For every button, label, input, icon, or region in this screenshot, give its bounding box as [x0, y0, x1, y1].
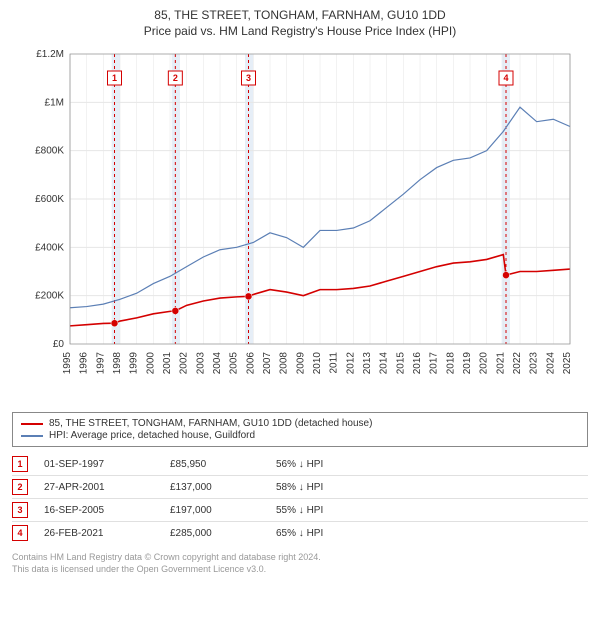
table-row: 4 26-FEB-2021 £285,000 65% ↓ HPI — [12, 522, 588, 544]
svg-text:2018: 2018 — [445, 352, 456, 375]
svg-text:2: 2 — [173, 73, 178, 83]
event-table: 1 01-SEP-1997 £85,950 56% ↓ HPI 2 27-APR… — [12, 453, 588, 544]
svg-text:£400K: £400K — [35, 242, 64, 253]
svg-text:2009: 2009 — [295, 352, 306, 375]
svg-text:2011: 2011 — [329, 352, 340, 374]
svg-text:2007: 2007 — [262, 352, 273, 375]
svg-text:1999: 1999 — [129, 352, 140, 375]
svg-text:2008: 2008 — [279, 352, 290, 375]
event-pct: 58% ↓ HPI — [276, 482, 366, 493]
svg-text:2005: 2005 — [229, 352, 240, 375]
chart-svg: £0 £200K £400K £600K £800K £1M £1.2M 1995 1996 19… — [20, 44, 580, 404]
event-price: £285,000 — [170, 528, 260, 539]
svg-text:3: 3 — [246, 73, 251, 83]
svg-text:2017: 2017 — [429, 352, 440, 375]
svg-text:4: 4 — [503, 73, 508, 83]
svg-text:2012: 2012 — [345, 352, 356, 375]
svg-text:2013: 2013 — [362, 352, 373, 375]
event-date: 01-SEP-1997 — [44, 459, 154, 470]
legend-item-hpi: HPI: Average price, detached house, Guil… — [21, 430, 579, 441]
chart-title-line1: 85, THE STREET, TONGHAM, FARNHAM, GU10 1… — [8, 8, 592, 22]
svg-text:1997: 1997 — [95, 352, 106, 375]
svg-text:2014: 2014 — [379, 352, 390, 375]
svg-text:2003: 2003 — [195, 352, 206, 375]
svg-text:2024: 2024 — [545, 352, 556, 375]
svg-text:2021: 2021 — [495, 352, 506, 375]
svg-text:2020: 2020 — [479, 352, 490, 375]
legend: 85, THE STREET, TONGHAM, FARNHAM, GU10 1… — [12, 412, 588, 447]
svg-text:2006: 2006 — [245, 352, 256, 375]
svg-text:2000: 2000 — [145, 352, 156, 375]
svg-text:£600K: £600K — [35, 194, 64, 205]
event-price: £85,950 — [170, 459, 260, 470]
footer-line1: Contains HM Land Registry data © Crown c… — [12, 552, 588, 564]
svg-text:2010: 2010 — [312, 352, 323, 375]
event-marker-2: 2 — [12, 479, 28, 495]
table-row: 3 16-SEP-2005 £197,000 55% ↓ HPI — [12, 499, 588, 522]
svg-text:2001: 2001 — [162, 352, 173, 375]
event-date: 16-SEP-2005 — [44, 505, 154, 516]
event-marker-3: 3 — [12, 502, 28, 518]
event-date: 27-APR-2001 — [44, 482, 154, 493]
legend-label-price-paid: 85, THE STREET, TONGHAM, FARNHAM, GU10 1… — [49, 418, 372, 429]
event-price: £197,000 — [170, 505, 260, 516]
event-pct: 65% ↓ HPI — [276, 528, 366, 539]
svg-text:2004: 2004 — [212, 352, 223, 375]
svg-text:£1.2M: £1.2M — [36, 49, 64, 60]
chart-area: £0 £200K £400K £600K £800K £1M £1.2M 1995 1996 19… — [20, 44, 580, 404]
svg-text:£0: £0 — [53, 339, 65, 350]
svg-text:£200K: £200K — [35, 291, 64, 302]
chart-title-line2: Price paid vs. HM Land Registry's House … — [8, 24, 592, 38]
svg-text:2016: 2016 — [412, 352, 423, 375]
table-row: 2 27-APR-2001 £137,000 58% ↓ HPI — [12, 476, 588, 499]
legend-swatch-hpi — [21, 435, 43, 437]
svg-text:2025: 2025 — [562, 352, 573, 375]
svg-text:2015: 2015 — [395, 352, 406, 375]
svg-text:2019: 2019 — [462, 352, 473, 375]
event-price: £137,000 — [170, 482, 260, 493]
svg-text:2022: 2022 — [512, 352, 523, 375]
svg-text:£1M: £1M — [45, 97, 64, 108]
svg-text:2023: 2023 — [529, 352, 540, 375]
svg-text:£800K: £800K — [35, 146, 64, 157]
event-pct: 56% ↓ HPI — [276, 459, 366, 470]
svg-text:1: 1 — [112, 73, 117, 83]
legend-label-hpi: HPI: Average price, detached house, Guil… — [49, 430, 255, 441]
event-marker-4: 4 — [12, 525, 28, 541]
event-pct: 55% ↓ HPI — [276, 505, 366, 516]
svg-text:1995: 1995 — [62, 352, 73, 375]
table-row: 1 01-SEP-1997 £85,950 56% ↓ HPI — [12, 453, 588, 476]
footer-line2: This data is licensed under the Open Gov… — [12, 564, 588, 576]
event-marker-1: 1 — [12, 456, 28, 472]
svg-text:1996: 1996 — [79, 352, 90, 375]
legend-item-price-paid: 85, THE STREET, TONGHAM, FARNHAM, GU10 1… — [21, 418, 579, 429]
svg-text:2002: 2002 — [179, 352, 190, 375]
svg-text:1998: 1998 — [112, 352, 123, 375]
legend-swatch-price-paid — [21, 423, 43, 425]
footer-note: Contains HM Land Registry data © Crown c… — [12, 552, 588, 575]
event-date: 26-FEB-2021 — [44, 528, 154, 539]
chart-title-block: 85, THE STREET, TONGHAM, FARNHAM, GU10 1… — [8, 8, 592, 38]
